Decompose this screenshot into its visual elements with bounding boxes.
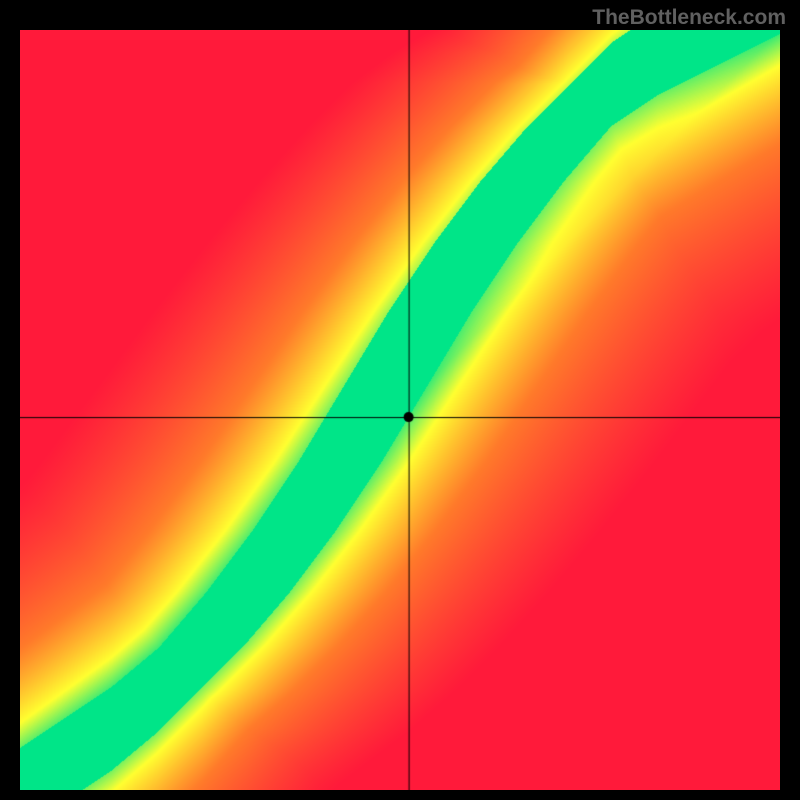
- watermark-text: TheBottleneck.com: [592, 6, 786, 30]
- chart-container: TheBottleneck.com: [0, 0, 800, 800]
- heatmap-canvas: [20, 30, 780, 790]
- heatmap-plot: [20, 30, 780, 790]
